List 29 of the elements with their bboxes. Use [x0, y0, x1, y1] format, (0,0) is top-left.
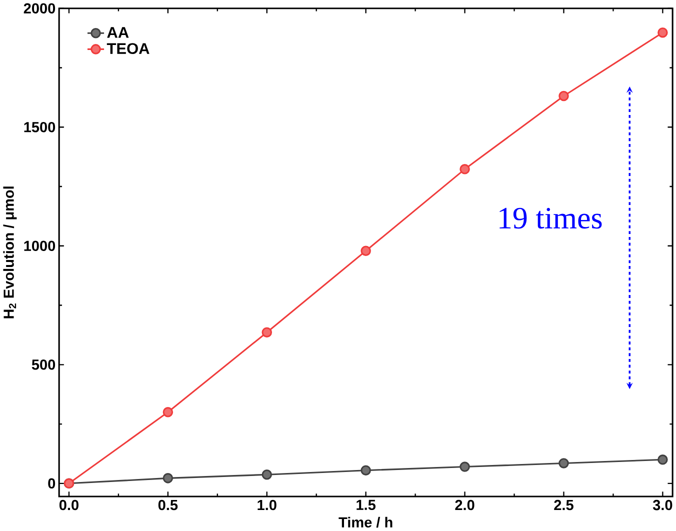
point	[658, 454, 668, 465]
x-axis-title: Time / h	[338, 516, 392, 528]
point	[162, 407, 174, 418]
point	[460, 462, 470, 472]
x-tick-label: 0.0	[59, 500, 78, 510]
y-axis-title: H$_{2}$ Evolution / μmol	[3, 186, 17, 318]
x-tick-label: 1.0	[258, 500, 276, 510]
y-tick-label: 1500	[24, 122, 56, 132]
legend-label: TEOA	[106, 43, 150, 54]
point	[360, 246, 371, 256]
y-tick-label: 0	[48, 478, 56, 489]
point	[558, 458, 569, 468]
x-tick-label: 3.0	[652, 500, 672, 510]
y-tick-label: 2000	[24, 3, 56, 14]
x-tick-label: 2.0	[455, 500, 474, 510]
x-tick-label: 1.5	[356, 500, 376, 510]
point	[262, 327, 272, 338]
point	[162, 473, 174, 484]
point	[262, 470, 272, 480]
x-tick-label: 2.5	[554, 500, 574, 510]
point	[460, 164, 470, 174]
point	[558, 90, 569, 102]
x-tick-label: 0.5	[158, 500, 178, 510]
annotation: 19 times	[500, 208, 602, 229]
point	[658, 28, 668, 38]
legend-label: AA	[107, 27, 129, 38]
point	[360, 465, 371, 476]
y-tick-label: 1000	[24, 240, 56, 252]
y-tick-label: 500	[32, 360, 56, 370]
